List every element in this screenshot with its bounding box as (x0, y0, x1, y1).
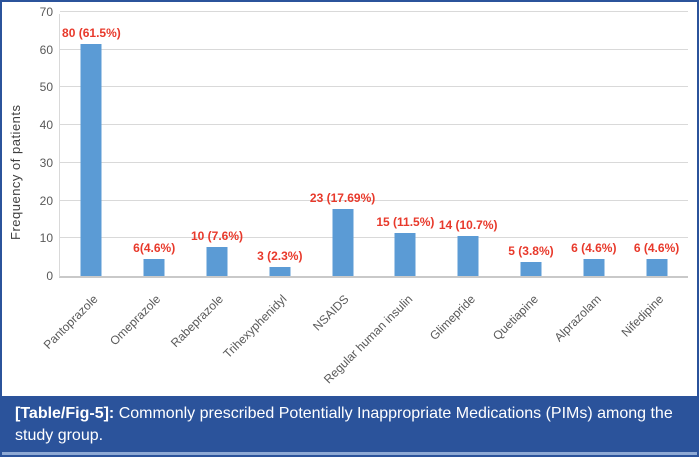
bar-value-label-5: 15 (11.5%) (376, 214, 435, 229)
bar-slot-9: 6 (4.6%) (625, 14, 688, 276)
bar-alprazolam (583, 258, 605, 276)
x-label-slot-8: Alprazolam (551, 282, 625, 398)
bar-slot-7: 5 (3.8%) (500, 14, 563, 276)
x-axis-label-nsaids: NSAIDS (310, 292, 352, 334)
caption-tag: [Table/Fig-5]: (15, 405, 115, 422)
gridline-30 (60, 161, 688, 163)
y-tick-label-50: 50 (39, 80, 53, 95)
bar-value-label-8: 6 (4.6%) (571, 240, 617, 255)
x-axis-label-pantoprazole: Pantoprazole (40, 292, 101, 352)
caption-bottom-strip (2, 452, 697, 455)
y-tick-label-30: 30 (39, 155, 53, 170)
x-label-slot-3: Trihexyphenidyl (220, 282, 311, 398)
x-label-slot-6: Glimepride (427, 282, 499, 398)
bar-trihexyphenidyl (269, 267, 291, 276)
bar-slot-6: 14 (10.7%) (437, 14, 500, 276)
bar-omeprazole (143, 258, 165, 276)
bar-slot-8: 6 (4.6%) (562, 14, 625, 276)
bar-value-label-3: 3 (2.3%) (257, 249, 303, 264)
gridline-20 (60, 199, 688, 201)
gridline-60 (60, 48, 688, 50)
bars-row: 80 (61.5%) 6(4.6%) 10 (7.6%) 3 (2.3%) 23 (17… (60, 14, 688, 276)
bar-value-label-0: 80 (61.5%) (62, 26, 121, 41)
y-tick-label-40: 40 (39, 118, 53, 133)
bar-nifedipine (646, 258, 668, 276)
bar-value-label-1: 6(4.6%) (133, 240, 176, 255)
bar-value-label-2: 10 (7.6%) (190, 229, 243, 244)
x-label-slot-9: Nifedipine (619, 282, 688, 398)
bar-chart: Frequency of patients 0 10 20 30 40 50 60 70 80 … (2, 2, 697, 398)
bar-slot-2: 10 (7.6%) (186, 14, 249, 276)
x-axis-labels: Pantoprazole Omeprazole Rabeprazole Trihexy… (40, 282, 688, 398)
bar-quetiapine (520, 261, 542, 276)
y-axis-title: Frequency of patients (8, 104, 23, 240)
y-tick-label-20: 20 (39, 193, 53, 208)
x-label-slot-7: Quetiapine (490, 282, 562, 398)
bar-rabeprazole (206, 247, 228, 276)
gridline-10 (60, 237, 688, 239)
gridline-40 (60, 124, 688, 126)
gridline-70 (60, 11, 688, 12)
x-axis-label-nifedipine: Nifedipine (618, 292, 667, 340)
bar-slot-3: 3 (2.3%) (248, 14, 311, 276)
bar-glimepride (457, 235, 479, 276)
bar-pantoprazole (80, 44, 102, 276)
bar-slot-4: 23 (17.69%) (309, 14, 376, 276)
gridline-50 (60, 86, 688, 88)
bar-value-label-6: 14 (10.7%) (438, 217, 498, 232)
y-tick-label-10: 10 (39, 231, 53, 246)
figure-caption: [Table/Fig-5]: Commonly prescribed Poten… (2, 396, 697, 452)
y-tick-label-70: 70 (39, 5, 53, 19)
bar-regular-human-insulin (394, 232, 416, 276)
bar-nsaids (332, 209, 354, 276)
bar-slot-5: 15 (11.5%) (374, 14, 437, 276)
y-tick-label-0: 0 (46, 269, 53, 283)
bar-slot-0: 80 (61.5%) (60, 14, 123, 276)
bar-value-label-7: 5 (3.8%) (508, 243, 554, 258)
plot-area: 0 10 20 30 40 50 60 70 80 (61.5%) 6(4.6%) 10 (7.6%… (40, 5, 688, 283)
caption-text: Commonly prescribed Potentially Inapprop… (15, 405, 673, 444)
bar-value-label-9: 6 (4.6%) (633, 240, 680, 255)
bar-value-label-4: 23 (17.69%) (309, 191, 376, 206)
bar-slot-1: 6(4.6%) (123, 14, 186, 276)
x-label-slot-5: Regular human insulin (321, 282, 437, 398)
y-tick-label-60: 60 (39, 42, 53, 57)
